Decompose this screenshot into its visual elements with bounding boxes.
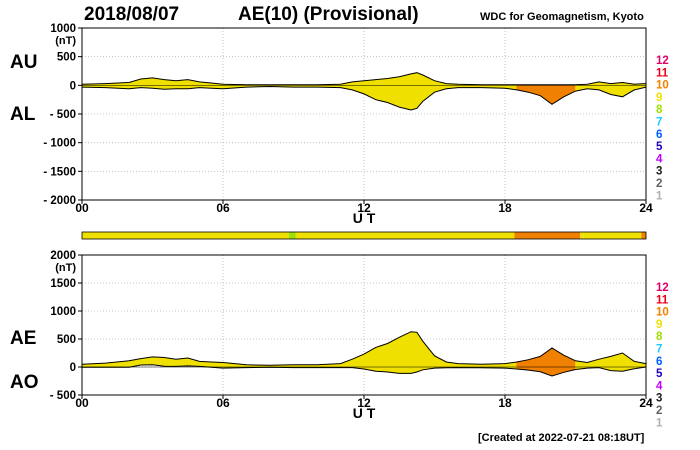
index-title: AE(10) (Provisional) [238, 4, 419, 25]
au-al-level-label: 3 [656, 166, 662, 178]
au-al-xtick-label: 00 [75, 201, 89, 215]
ae-ao-xtick-label: 00 [75, 396, 89, 410]
ae-ao-level-label: 1 [656, 417, 663, 429]
au-al-ytick-label: - 1500 [43, 166, 76, 178]
ao-label: AO [10, 372, 39, 393]
ae-ao-level-label: 11 [656, 294, 669, 306]
ae-ao-level-label: 6 [656, 356, 662, 368]
ae-ao-level-label: 12 [656, 282, 669, 294]
ae-ao-unit-label: (nT) [55, 262, 76, 274]
au-al-ytick-label: 0 [70, 80, 76, 92]
au-al-ytick-label: - 500 [50, 109, 76, 121]
ae-ao-level-label: 3 [656, 393, 662, 405]
au-al-area-segment [398, 73, 412, 111]
au-al-xtick-label: 18 [498, 201, 512, 215]
ae-ao-level-label: 10 [656, 307, 669, 319]
au-al-ytick-label: 500 [57, 52, 76, 64]
ae-ao-ytick-label: 2000 [50, 250, 76, 262]
ae-ao-xtick-label: 06 [216, 396, 230, 410]
au-al-ytick-label: - 2000 [43, 195, 76, 207]
ae-ao-area-segment [528, 355, 541, 373]
ae-ao-ytick-label: 1000 [50, 306, 76, 318]
source-label: WDC for Geomagnetism, Kyoto [480, 11, 644, 23]
au-al-area-segment [387, 76, 400, 108]
ae-ao-xtick-label: 18 [498, 396, 512, 410]
au-al-level-label: 4 [656, 153, 663, 165]
au-al-level-label: 10 [656, 80, 669, 92]
au-al-level-label: 8 [656, 104, 663, 116]
au-al-area-segment [551, 84, 565, 105]
au-al-unit-label: (nT) [55, 35, 76, 47]
ae-ao-ytick-label: - 500 [50, 390, 76, 402]
ae-ao-level-label: 2 [656, 405, 662, 417]
level-strip-segment [288, 232, 296, 239]
level-strip-segment [641, 232, 646, 239]
au-al-level-label: 11 [656, 67, 669, 79]
au-al-level-label: 1 [656, 190, 663, 202]
ae-ao-ytick-label: 1500 [50, 278, 76, 290]
au-al-level-label: 7 [656, 117, 662, 129]
au-al-area-segment [140, 77, 153, 89]
au-al-area-segment [622, 82, 635, 98]
au-al-ytick-label: - 1000 [43, 138, 76, 150]
ae-ao-ytick-label: 500 [57, 334, 76, 346]
ae-ao-level-label: 9 [656, 319, 662, 331]
created-timestamp: [Created at 2022-07-21 08:18UT] [478, 432, 645, 444]
au-al-xtick-label: 06 [216, 201, 230, 215]
au-al-area-segment [563, 84, 576, 98]
au-al-area-segment [539, 84, 553, 105]
ae-label: AE [10, 328, 37, 349]
au-al-xtick-label: 24 [639, 201, 653, 215]
ae-ao-level-label: 8 [656, 331, 663, 343]
au-al-level-label: 9 [656, 92, 662, 104]
series-line-ae [81, 331, 647, 366]
date-title: 2018/08/07 [84, 4, 180, 25]
au-al-area-segment [375, 78, 388, 103]
level-strip-segment [295, 232, 301, 239]
au-al-area-segment [410, 72, 418, 111]
ae-ao-area-segment [434, 355, 447, 369]
au-al-level-label: 5 [656, 141, 663, 153]
series-line-ao [82, 364, 647, 377]
level-strip-segment [580, 232, 584, 239]
level-strip-segment [583, 232, 642, 239]
ae-ao-xaxis-label: U T [353, 405, 376, 421]
level-strip-segment [82, 232, 289, 239]
series-line-al [81, 85, 647, 111]
ae-ao-xtick-label: 12 [357, 396, 371, 410]
ae-ao-level-label: 5 [656, 368, 663, 380]
al-label: AL [10, 104, 36, 125]
ae-ao-area-segment [622, 352, 635, 372]
ae-ao-level-label: 7 [656, 344, 662, 356]
ae-ao-xtick-label: 24 [639, 396, 653, 410]
au-al-level-label: 6 [656, 129, 662, 141]
level-strip-frame [81, 231, 647, 240]
ae-ao-area-segment [416, 331, 424, 373]
au-al-area-segment [163, 79, 177, 90]
ae-ao-ytick-label: 0 [70, 362, 76, 374]
au-al-level-label: 12 [656, 55, 669, 67]
series-line-au [81, 72, 647, 86]
au-al-xtick-label: 12 [357, 201, 371, 215]
ae-ao-level-label: 4 [656, 380, 663, 392]
level-strip-segment [514, 232, 581, 239]
ae-ao-area-segment [422, 340, 435, 371]
au-al-level-label: 2 [656, 178, 662, 190]
au-al-xaxis-label: U T [353, 210, 376, 226]
level-strip-segment [300, 232, 515, 239]
au-al-ytick-label: 1000 [50, 23, 76, 35]
ae-ao-area-segment [375, 343, 388, 373]
au-label: AU [10, 52, 38, 73]
